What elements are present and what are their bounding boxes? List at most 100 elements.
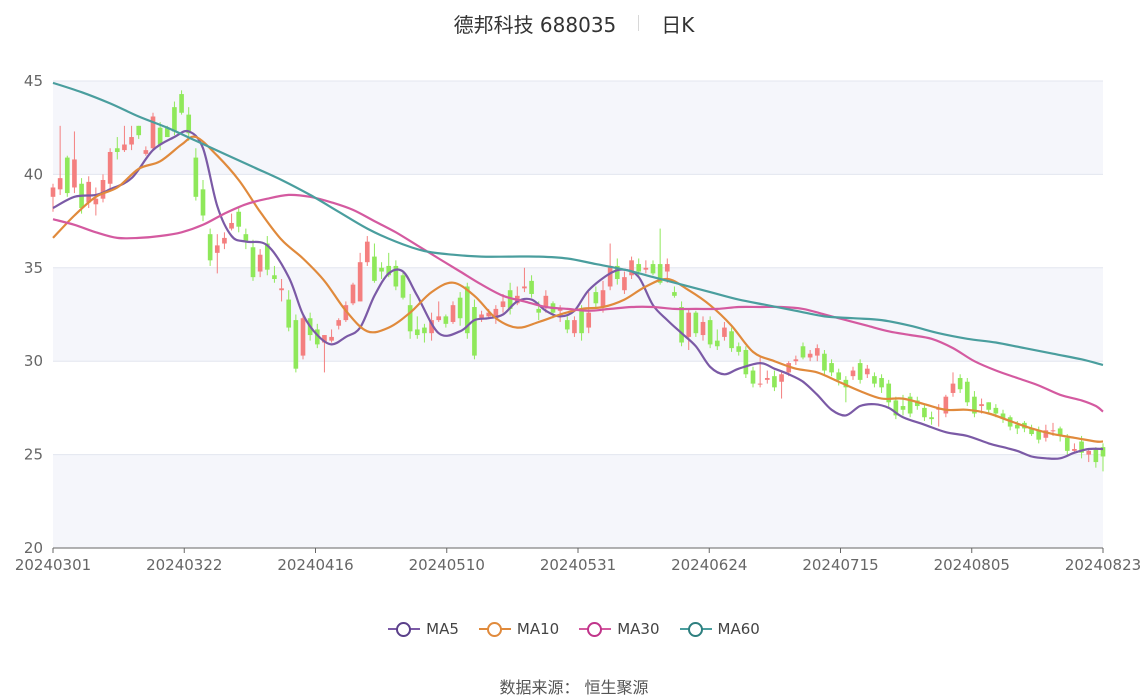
x-tick-label: 20240416 [277, 556, 353, 574]
candle-body [693, 312, 699, 334]
candle-body [900, 406, 906, 410]
candle-body [1072, 448, 1077, 451]
period-label: 日K [661, 12, 695, 37]
legend-marker-ma10 [478, 621, 511, 637]
x-tick-label: 20240624 [671, 556, 747, 574]
candle-body [864, 368, 870, 375]
candle-body [372, 256, 377, 281]
candle-body [607, 265, 613, 287]
candle-body [807, 353, 813, 358]
candle-body [879, 378, 884, 388]
candle-body [236, 211, 242, 227]
candle-body [493, 308, 499, 319]
candle-body [893, 400, 899, 416]
candle-body [279, 288, 284, 291]
legend-label-ma60: MA60 [717, 620, 760, 638]
candle-body [614, 265, 620, 280]
data-source: 数据来源： 恒生聚源 [499, 678, 649, 697]
candle-body [907, 396, 913, 414]
candle-body [257, 254, 263, 272]
candle-body [329, 336, 334, 341]
candle-body [750, 370, 756, 384]
candle-body [129, 137, 134, 145]
series-line-ma60 [52, 81, 1104, 366]
candle-body [857, 363, 863, 380]
candle-body [507, 290, 513, 309]
candle-body [314, 329, 320, 345]
candle-body [557, 308, 563, 311]
candle-body [479, 314, 484, 319]
y-tick-label: 20 [24, 539, 43, 557]
candle-body [1057, 428, 1063, 436]
legend-item-ma60[interactable]: MA60 [679, 620, 760, 638]
candle-body [107, 151, 113, 184]
candle-body [357, 262, 363, 302]
candle-body [800, 346, 806, 358]
candle-body [450, 305, 456, 322]
x-tick-label: 20240531 [540, 556, 616, 574]
candle-body [1093, 448, 1099, 463]
candle-body [1064, 437, 1070, 451]
x-tick-label: 20240805 [934, 556, 1010, 574]
y-tick-label: 45 [24, 72, 43, 90]
candle-body [414, 329, 420, 336]
candle-body [193, 157, 199, 197]
grid-band [53, 267, 1103, 362]
candle-body [686, 312, 692, 337]
candle-body [764, 378, 770, 380]
candle-body [157, 127, 163, 145]
legend-item-ma10[interactable]: MA10 [478, 620, 559, 638]
candle-body [407, 305, 413, 332]
legend-item-ma5[interactable]: MA5 [388, 620, 459, 638]
candle-body [443, 316, 449, 324]
candle-body [350, 284, 356, 304]
candle-body [172, 107, 177, 132]
chart-title-bar: 德邦科技 688035 日K [0, 8, 1148, 38]
legend-item-ma30[interactable]: MA30 [579, 620, 660, 638]
candle-body [1100, 447, 1106, 457]
y-tick-label: 25 [24, 446, 43, 464]
candle-body [529, 280, 534, 294]
candle-body [179, 94, 184, 113]
candle-body [993, 407, 999, 414]
candle-body [564, 320, 570, 330]
candle-body [964, 381, 970, 403]
candle-body [436, 316, 442, 321]
candle-body [214, 245, 220, 253]
x-tick-label: 20240301 [15, 556, 91, 574]
grid-band [53, 454, 1103, 548]
candle-body [264, 243, 270, 270]
candle-body [629, 260, 634, 276]
candle-body [922, 407, 927, 418]
series-line-ma30 [52, 193, 1104, 413]
candle-body [500, 301, 506, 308]
candle-body [829, 363, 834, 373]
series-line-ma10 [52, 135, 1104, 443]
candle-body [786, 363, 792, 373]
candle-body [100, 180, 106, 199]
candle-body [150, 116, 156, 149]
y-tick-label: 35 [24, 259, 43, 277]
candle-body [207, 234, 213, 261]
grid-band [53, 81, 1103, 175]
candle-body [736, 346, 742, 352]
x-tick-label: 20240823 [1065, 556, 1141, 574]
candle-body [822, 353, 827, 371]
candle-body [757, 383, 763, 385]
candle-body [422, 327, 427, 334]
candle-body [243, 234, 249, 242]
candle-body [122, 144, 127, 151]
candle-body [872, 376, 877, 384]
candle-body [379, 267, 384, 272]
candle-body [572, 320, 577, 334]
chart-legend: MA5 MA10 MA30 MA60 [0, 620, 1148, 638]
candle-body [779, 374, 784, 382]
candle-body [986, 402, 992, 410]
candle-body [979, 404, 984, 407]
candle-body [593, 292, 599, 304]
candle-body [1029, 428, 1034, 435]
candle-body [729, 331, 734, 349]
candle-body [1014, 424, 1020, 429]
legend-label-ma30: MA30 [617, 620, 660, 638]
